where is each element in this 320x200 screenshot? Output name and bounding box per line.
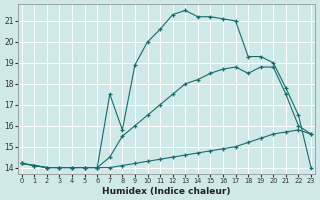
- X-axis label: Humidex (Indice chaleur): Humidex (Indice chaleur): [102, 187, 231, 196]
